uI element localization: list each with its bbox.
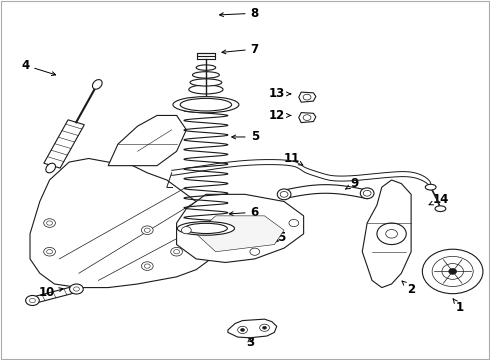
Text: 9: 9 [345, 177, 359, 190]
Text: 3: 3 [246, 336, 254, 348]
Circle shape [363, 190, 371, 196]
Text: 11: 11 [283, 152, 303, 165]
Ellipse shape [177, 222, 235, 235]
Circle shape [386, 229, 397, 238]
Text: 2: 2 [402, 281, 415, 296]
Ellipse shape [425, 184, 436, 190]
Circle shape [442, 264, 464, 279]
Circle shape [74, 287, 79, 291]
Circle shape [377, 223, 406, 244]
Ellipse shape [360, 188, 374, 199]
Text: 8: 8 [220, 7, 259, 20]
Circle shape [238, 326, 247, 333]
Text: 5: 5 [232, 130, 259, 144]
Circle shape [303, 94, 311, 100]
Circle shape [142, 262, 153, 270]
Circle shape [70, 284, 83, 294]
Ellipse shape [196, 65, 216, 70]
Circle shape [432, 256, 473, 287]
Text: 1: 1 [453, 299, 464, 314]
Ellipse shape [184, 223, 227, 234]
Circle shape [142, 226, 153, 234]
Circle shape [44, 219, 55, 227]
Circle shape [280, 192, 288, 197]
Polygon shape [362, 180, 411, 288]
Text: 14: 14 [429, 193, 449, 206]
Text: 12: 12 [269, 109, 291, 122]
Text: 6: 6 [229, 206, 259, 219]
Circle shape [25, 296, 39, 306]
Polygon shape [108, 116, 186, 166]
Text: 13: 13 [269, 87, 291, 100]
Ellipse shape [190, 79, 222, 86]
Polygon shape [299, 92, 316, 102]
Polygon shape [44, 120, 84, 168]
Polygon shape [228, 319, 277, 338]
Circle shape [181, 226, 191, 234]
Polygon shape [196, 216, 284, 252]
Circle shape [250, 248, 260, 255]
Circle shape [173, 249, 179, 254]
Ellipse shape [46, 163, 55, 173]
Circle shape [303, 115, 311, 121]
Circle shape [263, 326, 267, 329]
Ellipse shape [93, 80, 102, 89]
Circle shape [260, 324, 270, 331]
Circle shape [145, 228, 150, 232]
Circle shape [422, 249, 483, 294]
Circle shape [145, 264, 150, 268]
Circle shape [171, 247, 182, 256]
Ellipse shape [173, 96, 239, 113]
Ellipse shape [180, 98, 232, 111]
Circle shape [449, 269, 457, 274]
Text: 10: 10 [39, 287, 63, 300]
Polygon shape [299, 113, 316, 123]
Ellipse shape [193, 72, 220, 78]
Circle shape [47, 221, 52, 225]
Polygon shape [30, 158, 220, 288]
Circle shape [47, 249, 52, 254]
Ellipse shape [435, 206, 446, 212]
Circle shape [44, 247, 55, 256]
Circle shape [241, 328, 245, 331]
Text: 15: 15 [271, 231, 288, 244]
Polygon shape [176, 194, 304, 262]
Ellipse shape [189, 85, 223, 94]
Circle shape [29, 298, 35, 303]
Text: 7: 7 [222, 42, 259, 55]
Circle shape [289, 220, 299, 226]
Text: 4: 4 [21, 59, 56, 76]
Polygon shape [31, 286, 78, 303]
Ellipse shape [277, 189, 291, 200]
